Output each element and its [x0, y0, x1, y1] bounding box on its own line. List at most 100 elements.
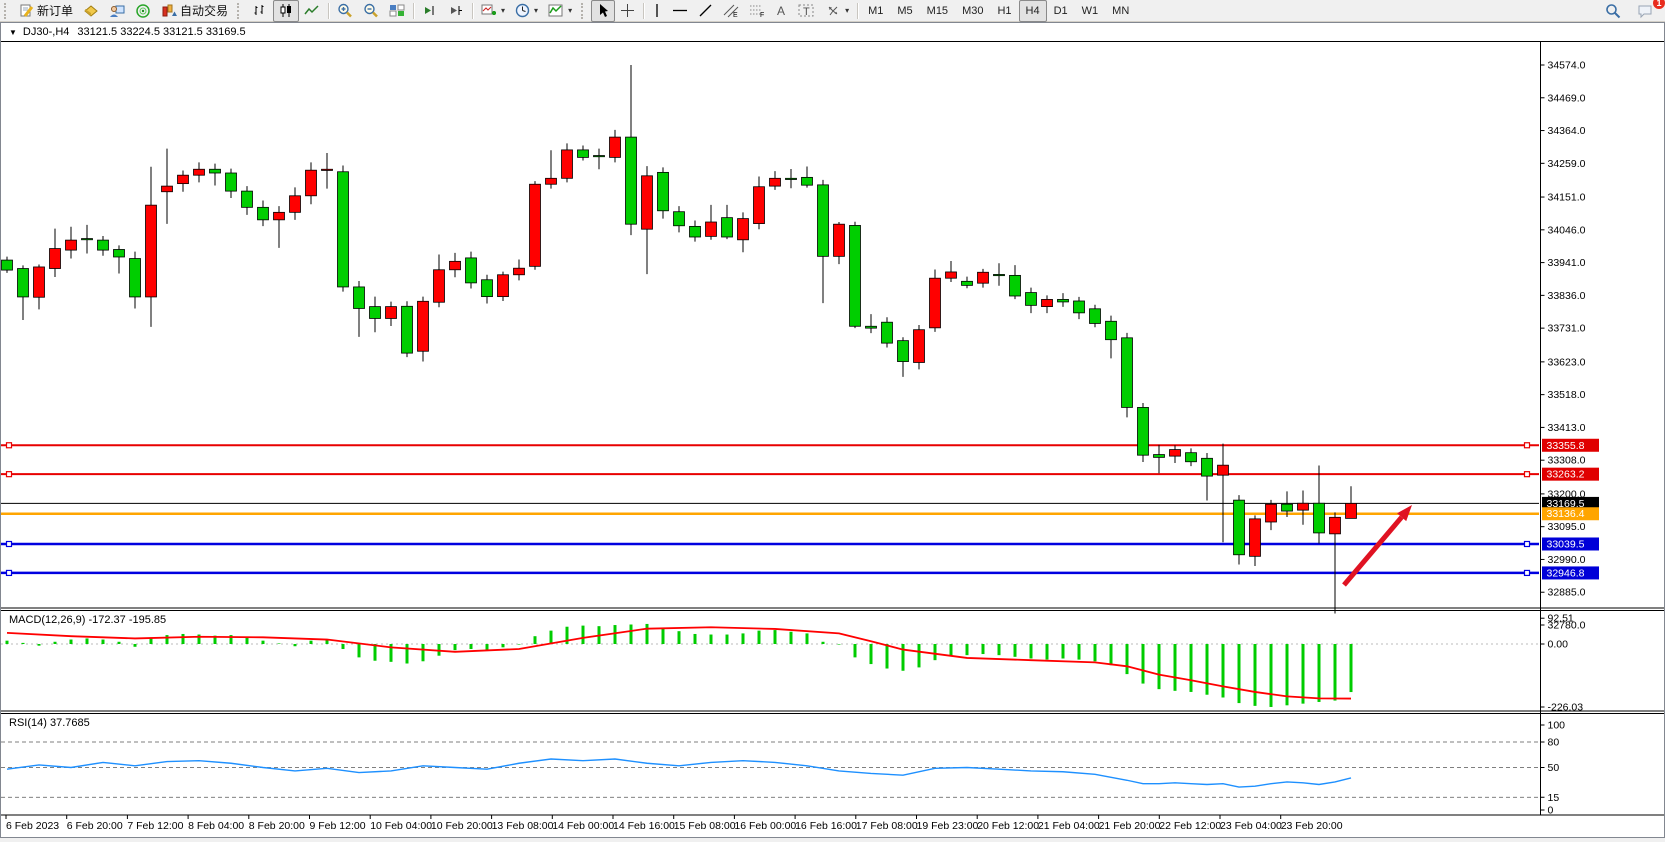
- chart-canvas[interactable]: 34574.0 34469.0 34364.0 34259.0 34151.0 34046…: [1, 42, 1664, 837]
- timeframe-h4-button[interactable]: H4: [1018, 0, 1047, 22]
- chart-ohlc-readout: 33121.5 33224.5 33121.5 33169.5: [77, 26, 246, 38]
- timeframe-m15-button[interactable]: M15: [926, 4, 949, 17]
- autotrade-label: 自动交易: [180, 4, 229, 18]
- zoom-in-button[interactable]: [332, 0, 358, 22]
- toolbar-grip[interactable]: [581, 2, 588, 19]
- chart-title-bar[interactable]: ▼ DJ30-,H4 33121.5 33224.5 33121.5 33169…: [1, 23, 1664, 42]
- toolbar-grip[interactable]: [4, 2, 11, 19]
- notification-count-badge: 1: [1653, 0, 1665, 9]
- chart-shift-icon: [448, 3, 464, 18]
- svg-text:34574.0: 34574.0: [1548, 60, 1586, 72]
- horizontal-line-icon: [672, 3, 688, 18]
- cursor-tool-button[interactable]: [591, 0, 616, 22]
- svg-text:33941.0: 33941.0: [1548, 257, 1586, 269]
- collapse-triangle-icon: ▼: [9, 27, 17, 37]
- svg-text:33263.2: 33263.2: [1547, 469, 1585, 481]
- timeframe-m1-button[interactable]: M1: [868, 4, 884, 17]
- timeframe-d1-button[interactable]: D1: [1053, 4, 1068, 17]
- arrows-icon: [825, 3, 841, 18]
- line-chart-mode-button[interactable]: [299, 0, 325, 22]
- svg-text:80: 80: [1548, 737, 1560, 749]
- bar-chart-mode-button[interactable]: [247, 0, 273, 22]
- svg-text:33413.0: 33413.0: [1548, 422, 1586, 434]
- tile-windows-icon: [389, 3, 405, 18]
- text-tool-button[interactable]: A: [770, 0, 793, 22]
- text-icon: A: [775, 3, 788, 18]
- notifications-button[interactable]: 1: [1632, 0, 1665, 22]
- crosshair-tool-button[interactable]: [615, 0, 640, 22]
- channel-icon: E: [723, 3, 739, 18]
- svg-text:33039.5: 33039.5: [1547, 538, 1585, 550]
- svg-text:A: A: [777, 4, 785, 18]
- bar-chart-icon: [252, 3, 268, 18]
- svg-text:16 Feb 00:00: 16 Feb 00:00: [734, 820, 796, 832]
- svg-text:33308.0: 33308.0: [1548, 455, 1586, 467]
- svg-text:20 Feb 12:00: 20 Feb 12:00: [977, 820, 1039, 832]
- data-window-button[interactable]: [104, 0, 130, 22]
- text-label-tool-button[interactable]: T: [793, 0, 820, 22]
- svg-text:23 Feb 04:00: 23 Feb 04:00: [1220, 820, 1282, 832]
- svg-text:21 Feb 20:00: 21 Feb 20:00: [1099, 820, 1161, 832]
- timeframe-m30-button[interactable]: M30: [962, 4, 984, 17]
- fibonacci-tool-button[interactable]: F: [744, 0, 770, 22]
- svg-text:32990.0: 32990.0: [1548, 554, 1586, 566]
- svg-text:-226.03: -226.03: [1548, 701, 1584, 713]
- svg-text:10 Feb 04:00: 10 Feb 04:00: [370, 820, 432, 832]
- timeframe-h1-button[interactable]: H1: [997, 4, 1012, 17]
- market-watch-button[interactable]: [78, 0, 104, 22]
- indicators-button[interactable]: ▾: [543, 0, 577, 22]
- trendline-tool-button[interactable]: [693, 0, 718, 22]
- market-watch-icon: [83, 3, 99, 18]
- svg-text:21 Feb 04:00: 21 Feb 04:00: [1038, 820, 1100, 832]
- zoom-out-icon: [363, 3, 379, 18]
- svg-text:7 Feb 12:00: 7 Feb 12:00: [127, 820, 183, 832]
- svg-text:33836.0: 33836.0: [1548, 290, 1586, 302]
- svg-text:F: F: [760, 12, 764, 18]
- candle-chart-mode-button[interactable]: [273, 0, 300, 22]
- arrows-tool-button[interactable]: ▾: [820, 0, 854, 22]
- svg-text:10 Feb 20:00: 10 Feb 20:00: [431, 820, 493, 832]
- equidistant-channel-tool-button[interactable]: E: [718, 0, 744, 22]
- search-button[interactable]: [1600, 0, 1626, 22]
- auto-scroll-button[interactable]: [417, 0, 443, 22]
- dropdown-caret-icon: ▾: [568, 6, 573, 15]
- svg-text:34151.0: 34151.0: [1548, 192, 1586, 204]
- dropdown-caret-icon: ▾: [501, 6, 506, 15]
- periods-button[interactable]: ▾: [510, 0, 543, 22]
- svg-text:33731.0: 33731.0: [1548, 323, 1586, 335]
- navigator-button[interactable]: [130, 0, 156, 22]
- svg-text:92.51: 92.51: [1548, 613, 1574, 625]
- timeframe-w1-button[interactable]: W1: [1081, 4, 1099, 17]
- svg-text:23 Feb 20:00: 23 Feb 20:00: [1281, 820, 1343, 832]
- svg-text:33355.8: 33355.8: [1547, 440, 1585, 452]
- svg-text:13 Feb 08:00: 13 Feb 08:00: [492, 820, 554, 832]
- timeframe-mn-button[interactable]: MN: [1112, 4, 1130, 17]
- clock-icon: [515, 3, 530, 18]
- svg-text:0: 0: [1548, 805, 1554, 817]
- main-toolbar: 新订单 自动交易 ▾ ▾: [0, 0, 1665, 22]
- svg-text:8 Feb 04:00: 8 Feb 04:00: [188, 820, 244, 832]
- chart-shift-button[interactable]: [443, 0, 469, 22]
- new-order-button[interactable]: 新订单: [14, 0, 78, 22]
- svg-text:32780.0: 32780.0: [1548, 620, 1586, 632]
- vertical-line-tool-button[interactable]: [647, 0, 667, 22]
- new-order-icon: [19, 3, 34, 18]
- timeframe-m5-button[interactable]: M5: [897, 4, 913, 17]
- toolbar-grip[interactable]: [237, 2, 244, 19]
- svg-text:32885.0: 32885.0: [1548, 587, 1586, 599]
- tile-windows-button[interactable]: [384, 0, 410, 22]
- new-chart-button[interactable]: ▾: [476, 0, 510, 22]
- trendline-icon: [698, 3, 713, 18]
- navigator-icon: [135, 3, 151, 18]
- new-order-label: 新订单: [37, 4, 74, 18]
- autotrade-button[interactable]: 自动交易: [156, 0, 233, 22]
- svg-text:22 Feb 12:00: 22 Feb 12:00: [1159, 820, 1221, 832]
- svg-text:E: E: [733, 12, 738, 18]
- horizontal-line-tool-button[interactable]: [667, 0, 693, 22]
- svg-text:17 Feb 08:00: 17 Feb 08:00: [856, 820, 918, 832]
- svg-text:0.00: 0.00: [1548, 639, 1569, 651]
- auto-scroll-icon: [422, 3, 438, 18]
- svg-text:15: 15: [1548, 792, 1560, 804]
- zoom-out-button[interactable]: [358, 0, 384, 22]
- svg-text:19 Feb 23:00: 19 Feb 23:00: [917, 820, 979, 832]
